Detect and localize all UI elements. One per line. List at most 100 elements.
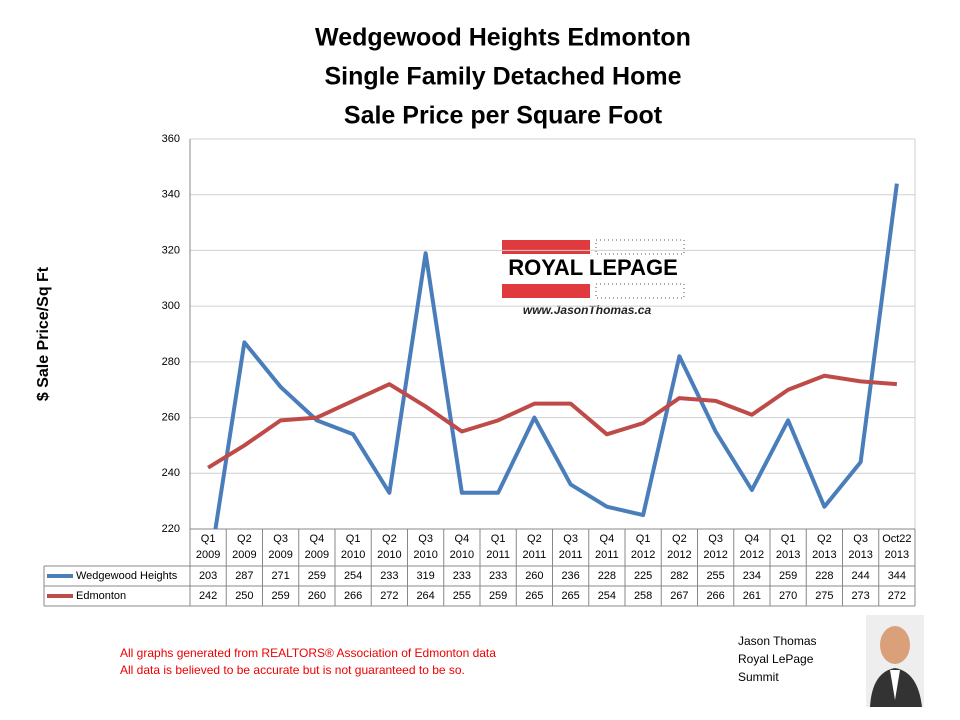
x-tick-label: 2012 bbox=[740, 549, 764, 561]
legend-label: Edmonton bbox=[76, 590, 126, 602]
table-value: 228 bbox=[598, 570, 616, 582]
chart-title: Sale Price per Square Foot bbox=[344, 102, 663, 130]
table-value: 287 bbox=[235, 570, 253, 582]
legend-label: Wedgewood Heights bbox=[76, 570, 178, 582]
table-value: 275 bbox=[815, 590, 833, 602]
chart-title: Wedgewood Heights Edmonton bbox=[315, 24, 691, 52]
photo-face bbox=[880, 626, 910, 664]
table-value: 319 bbox=[416, 570, 434, 582]
x-tick-label: 2012 bbox=[631, 549, 655, 561]
table-value: 267 bbox=[670, 590, 688, 602]
x-tick-label: 2011 bbox=[595, 549, 619, 561]
x-tick-label: Q4 bbox=[455, 533, 470, 545]
logo-bar bbox=[502, 284, 590, 298]
table-value: 236 bbox=[561, 570, 579, 582]
y-tick-label: 320 bbox=[162, 244, 180, 256]
agent-text: Royal LePage bbox=[738, 652, 814, 666]
table-value: 273 bbox=[851, 590, 869, 602]
x-tick-label: Q3 bbox=[853, 533, 868, 545]
table-value: 242 bbox=[199, 590, 217, 602]
plot-lines bbox=[207, 183, 899, 529]
table-value: 272 bbox=[380, 590, 398, 602]
agent-text: Jason Thomas bbox=[738, 634, 817, 648]
x-tick-label: 2009 bbox=[305, 549, 329, 561]
x-tick-label: 2009 bbox=[268, 549, 292, 561]
footer-note: All data is believed to be accurate but … bbox=[120, 663, 465, 677]
y-tick-label: 280 bbox=[162, 356, 180, 368]
x-tick-label: 2010 bbox=[450, 549, 474, 561]
series-line bbox=[213, 183, 899, 529]
table-value: 259 bbox=[271, 590, 289, 602]
logo-brand: ROYAL LEPAGE bbox=[508, 255, 678, 280]
table-value: 254 bbox=[344, 570, 362, 582]
table-value: 225 bbox=[634, 570, 652, 582]
x-tick-label: Q4 bbox=[600, 533, 615, 545]
x-tick-label: Q4 bbox=[745, 533, 760, 545]
x-tick-label: 2009 bbox=[196, 549, 220, 561]
x-tick-label: Q2 bbox=[527, 533, 542, 545]
agent-photo bbox=[866, 615, 924, 707]
x-tick-label: Q1 bbox=[491, 533, 506, 545]
x-tick-label: 2013 bbox=[812, 549, 836, 561]
table-value: 244 bbox=[851, 570, 869, 582]
table-value: 255 bbox=[453, 590, 471, 602]
table-value: 203 bbox=[199, 570, 217, 582]
y-tick-label: 260 bbox=[162, 411, 180, 423]
table-value: 233 bbox=[380, 570, 398, 582]
table-value: 272 bbox=[888, 590, 906, 602]
logo-stripes bbox=[595, 283, 685, 299]
x-tick-label: 2010 bbox=[413, 549, 437, 561]
table-value: 233 bbox=[489, 570, 507, 582]
x-tick-label: Q3 bbox=[273, 533, 288, 545]
x-tick-label: Q2 bbox=[672, 533, 687, 545]
chart-title: Single Family Detached Home bbox=[324, 63, 681, 91]
x-tick-label: Q3 bbox=[418, 533, 433, 545]
x-tick-label: Q2 bbox=[382, 533, 397, 545]
footer-note: All graphs generated from REALTORS® Asso… bbox=[120, 646, 496, 660]
table-value: 261 bbox=[743, 590, 761, 602]
photo-shirt bbox=[890, 670, 900, 700]
x-tick-label: Q2 bbox=[237, 533, 252, 545]
table-value: 228 bbox=[815, 570, 833, 582]
y-tick-label: 340 bbox=[162, 189, 180, 201]
x-tick-label: 2012 bbox=[703, 549, 727, 561]
x-tick-label: Q4 bbox=[310, 533, 325, 545]
x-tick-label: 2013 bbox=[776, 549, 800, 561]
table-value: 265 bbox=[525, 590, 543, 602]
series-line bbox=[207, 373, 898, 470]
x-tick-label: Q1 bbox=[346, 533, 361, 545]
x-tick-label: Q3 bbox=[708, 533, 723, 545]
y-tick-label: 360 bbox=[162, 133, 180, 145]
table-value: 260 bbox=[308, 590, 326, 602]
table-value: 258 bbox=[634, 590, 652, 602]
logo-url: www.JasonThomas.ca bbox=[523, 303, 652, 317]
table-value: 234 bbox=[743, 570, 761, 582]
table-value: 266 bbox=[344, 590, 362, 602]
table-value: 259 bbox=[308, 570, 326, 582]
x-tick-label: Q1 bbox=[636, 533, 651, 545]
logo-stripes bbox=[595, 239, 685, 255]
x-tick-label: 2013 bbox=[885, 549, 909, 561]
table-value: 266 bbox=[706, 590, 724, 602]
table-value: 270 bbox=[779, 590, 797, 602]
x-tick-label: 2012 bbox=[667, 549, 691, 561]
table-value: 250 bbox=[235, 590, 253, 602]
x-tick-label: 2011 bbox=[486, 549, 510, 561]
x-tick-label: 2011 bbox=[523, 549, 547, 561]
x-tick-label: 2013 bbox=[848, 549, 872, 561]
x-tick-label: Q1 bbox=[781, 533, 796, 545]
y-tick-label: 220 bbox=[162, 523, 180, 535]
x-tick-label: 2011 bbox=[559, 549, 583, 561]
table-value: 260 bbox=[525, 570, 543, 582]
table-value: 344 bbox=[888, 570, 906, 582]
table-value: 264 bbox=[416, 590, 434, 602]
x-tick-label: 2009 bbox=[232, 549, 256, 561]
y-tick-label: 240 bbox=[162, 467, 180, 479]
table-value: 271 bbox=[271, 570, 289, 582]
y-tick-label: 300 bbox=[162, 300, 180, 312]
table-value: 254 bbox=[598, 590, 616, 602]
table-value: 233 bbox=[453, 570, 471, 582]
table-value: 265 bbox=[561, 590, 579, 602]
x-tick-label: 2010 bbox=[341, 549, 365, 561]
